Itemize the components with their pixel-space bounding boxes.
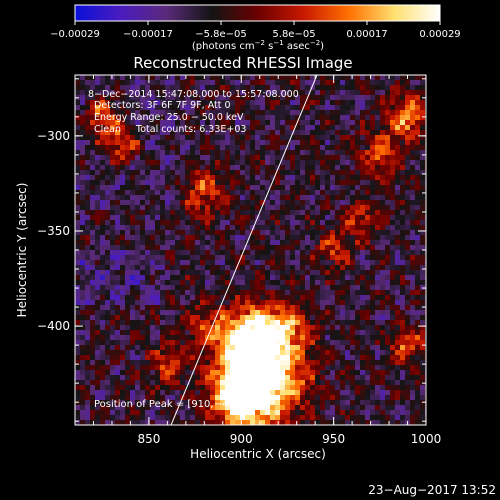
y-tick-label: −400 [37,319,70,333]
colorbar-tick-label: 0.00017 [346,29,387,40]
x-tick-label: 1000 [411,432,442,446]
solar-limb-line [170,75,318,425]
annotation-energy: Energy Range: 25.0 − 50.0 keV [94,112,244,123]
peak-position-label: Position of Peak = [910,−426] [94,399,245,410]
colorbar-tick-label: −0.00029 [50,29,100,40]
y-axis-label: Heliocentric Y (arcsec) [15,183,29,318]
x-tick-label: 950 [322,432,345,446]
heatmap-image [75,75,426,425]
x-tick-label: 850 [137,432,160,446]
chart-title: Reconstructed RHESSI Image [133,54,352,72]
x-axis-label: Heliocentric X (arcsec) [190,447,326,461]
x-tick-label: 900 [230,432,253,446]
colorbar-tick-label: −5.8e−05 [195,29,247,40]
colorbar-ticks: −0.00029 −0.00017 −5.8e−05 5.8e−05 0.00017 0.… [50,21,461,40]
colorbar-unit: (photons cm−2 s−1 asec−2) [192,39,324,52]
colorbar-tick-label: −0.00017 [123,29,173,40]
y-tick-label: −300 [37,129,70,143]
y-tick-label: −350 [37,224,70,238]
axis-ticks: 850 900 950 1000 −300 −350 −400 [37,75,441,446]
annotation-detectors: Detectors: 3F 6F 7F 9F, Att 0 [94,100,231,111]
annotation-time: 8−Dec−2014 15:47:08.000 to 15:57:08.000 [88,89,299,100]
colorbar [74,4,441,22]
colorbar-tick-label: 0.00029 [419,29,460,40]
colorbar-tick-label: 5.8e−05 [272,29,315,40]
annotation-block: 8−Dec−2014 15:47:08.000 to 15:57:08.000 … [88,89,299,135]
footer-timestamp: 23−Aug−2017 13:52 [368,483,496,497]
annotation-clean: Clean Total counts: 6.33E+03 [94,124,246,135]
